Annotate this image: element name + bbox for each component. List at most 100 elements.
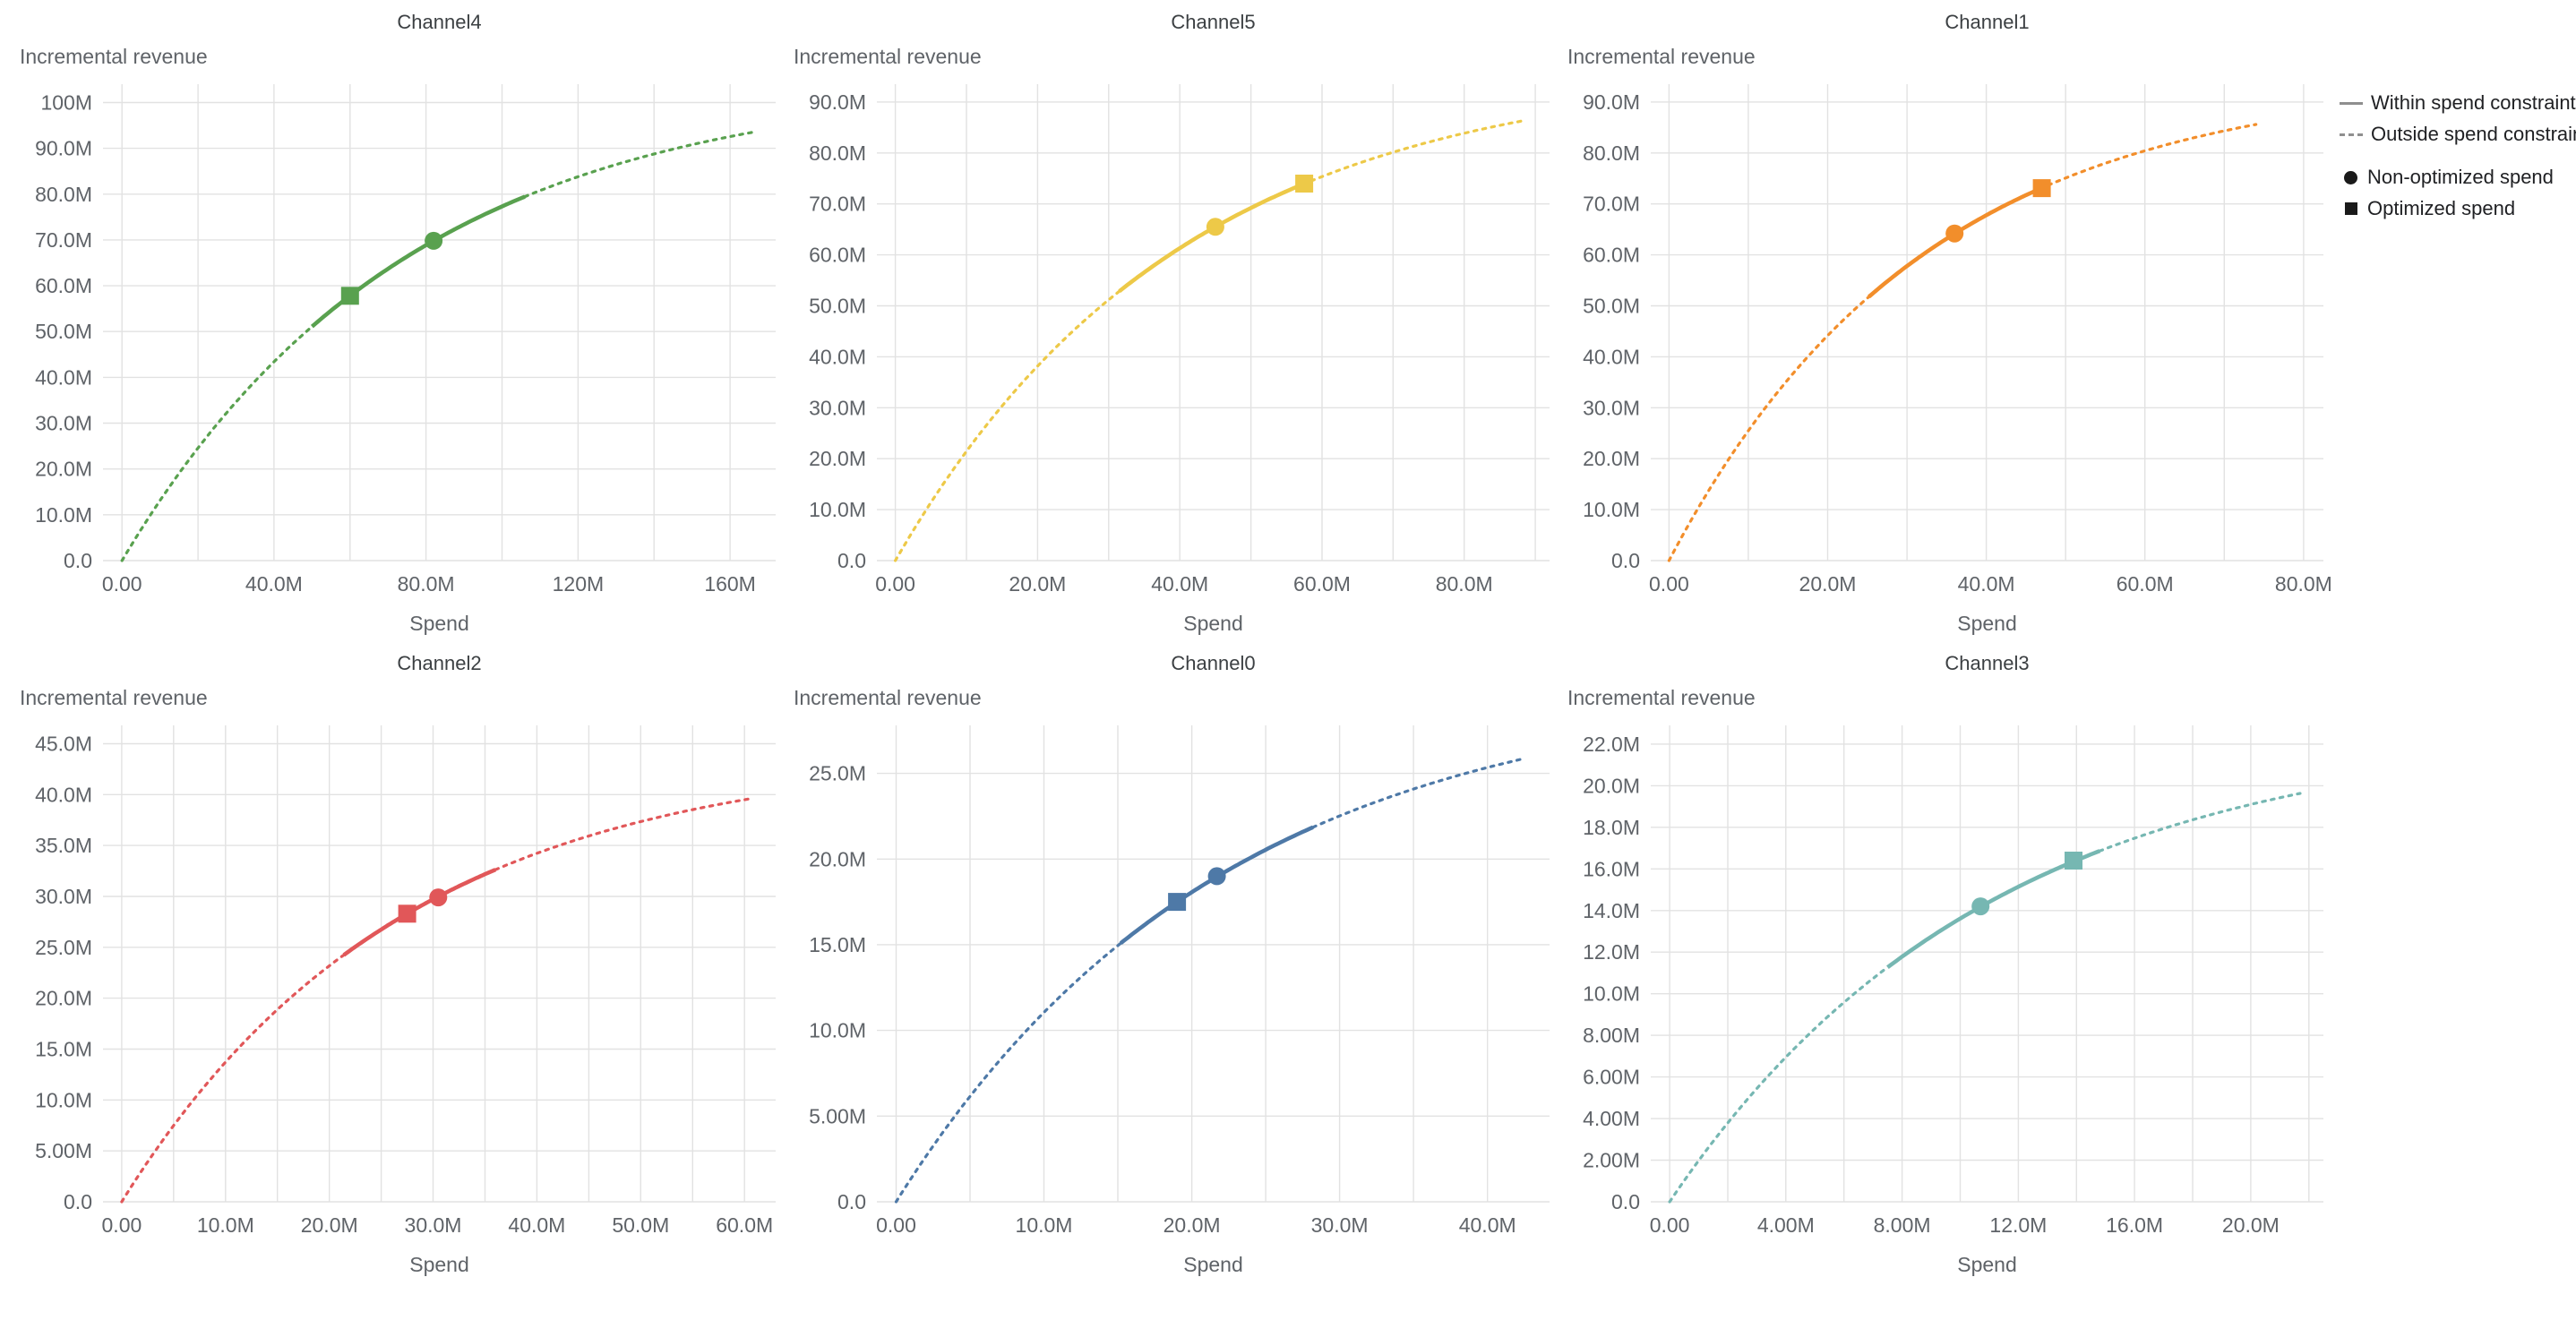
svg-text:30.0M: 30.0M (1311, 1213, 1369, 1237)
svg-text:50.0M: 50.0M (612, 1213, 669, 1237)
y-axis-title: Incremental revenue (1567, 686, 1756, 709)
svg-text:0.00: 0.00 (876, 1213, 916, 1237)
legend-spacer (2340, 650, 2555, 733)
svg-text:35.0M: 35.0M (35, 834, 92, 857)
tick-labels: 0.0 5.00M 10.0M 15.0M 20.0M 25.0M 0.00 10.0M 20.… (809, 762, 1516, 1237)
curve-outside-constraint-low (120, 325, 313, 562)
svg-text:40.0M: 40.0M (809, 345, 866, 368)
gridlines (1651, 84, 2323, 561)
optimized-spend-marker (2065, 852, 2082, 870)
non-optimized-spend-marker (1207, 867, 1226, 886)
charts-row-1: Channel4 Incremental revenue 0.0 10.0M 20.… (18, 9, 2576, 636)
svg-text:15.0M: 15.0M (809, 933, 866, 956)
non-optimized-spend-marker (1945, 224, 1964, 243)
x-axis-title: Spend (1183, 612, 1243, 635)
curve-outside-constraint-high (1311, 757, 1526, 829)
optimized-spend-marker (340, 287, 359, 305)
svg-text:8.00M: 8.00M (1874, 1213, 1931, 1237)
svg-text:0.0: 0.0 (64, 549, 92, 572)
svg-text:2.00M: 2.00M (1583, 1149, 1640, 1172)
legend-label: Outside spend constraint (2371, 123, 2576, 145)
svg-text:10.0M: 10.0M (1583, 982, 1640, 1006)
svg-text:90.0M: 90.0M (35, 137, 92, 160)
svg-text:80.0M: 80.0M (2275, 572, 2332, 596)
gridlines (1651, 725, 2323, 1203)
curve-within-constraint (1868, 186, 2041, 299)
square-marker-icon (2345, 202, 2357, 215)
gridlines (103, 725, 776, 1203)
svg-text:10.0M: 10.0M (809, 498, 866, 521)
svg-text:0.00: 0.00 (1650, 1213, 1690, 1237)
svg-text:10.0M: 10.0M (35, 1088, 92, 1111)
svg-text:50.0M: 50.0M (1583, 295, 1640, 318)
svg-text:20.0M: 20.0M (2222, 1213, 2280, 1237)
svg-text:10.0M: 10.0M (1016, 1213, 1073, 1237)
x-axis-title: Spend (1183, 1253, 1243, 1276)
svg-text:50.0M: 50.0M (35, 320, 92, 343)
tick-labels: 0.0 2.00M 4.00M 6.00M 8.00M 10.0M 12.0M 14.0M 16… (1583, 733, 2280, 1237)
svg-text:0.0: 0.0 (64, 1190, 92, 1213)
svg-text:70.0M: 70.0M (809, 193, 866, 216)
svg-text:50.0M: 50.0M (809, 295, 866, 318)
svg-text:0.0: 0.0 (1611, 549, 1640, 572)
svg-text:25.0M: 25.0M (35, 936, 92, 959)
curve-outside-constraint-low (894, 289, 1121, 562)
svg-text:8.00M: 8.00M (1583, 1024, 1640, 1047)
svg-text:160M: 160M (704, 572, 756, 596)
svg-text:12.0M: 12.0M (1583, 940, 1640, 964)
svg-text:60.0M: 60.0M (2117, 572, 2174, 596)
y-axis-title: Incremental revenue (794, 45, 982, 68)
charts-row-2: Channel2 Incremental revenue 0.0 5.00M 10.… (18, 650, 2558, 1277)
svg-text:90.0M: 90.0M (1583, 90, 1640, 114)
non-optimized-spend-marker (429, 888, 448, 907)
response-curve-plot: 0.0 2.00M 4.00M 6.00M 8.00M 10.0M 12.0M 14.0M 16… (1583, 725, 2323, 1237)
svg-text:60.0M: 60.0M (809, 244, 866, 267)
response-curve-plot: 0.0 10.0M 20.0M 30.0M 40.0M 50.0M 60.0M 70.0M 80… (809, 84, 1550, 596)
tick-labels: 0.0 10.0M 20.0M 30.0M 40.0M 50.0M 60.0M 70.0M 80… (35, 91, 756, 596)
svg-text:20.0M: 20.0M (35, 987, 92, 1010)
curve-outside-constraint-high (523, 131, 755, 199)
svg-text:80.0M: 80.0M (398, 572, 455, 596)
svg-text:14.0M: 14.0M (1583, 899, 1640, 922)
tick-labels: 0.0 10.0M 20.0M 30.0M 40.0M 50.0M 60.0M 70.0M 80… (809, 90, 1493, 596)
chart-channel3: Channel3 Incremental revenue 0.0 2.00M 4.0… (1566, 650, 2336, 1277)
svg-text:5.00M: 5.00M (809, 1104, 866, 1127)
curve-within-constraint (1118, 178, 1312, 293)
svg-text:0.00: 0.00 (102, 1213, 142, 1237)
gridlines (877, 725, 1550, 1203)
solid-line-icon (2340, 101, 2363, 105)
legend-item-optimized: Optimized spend (2340, 197, 2555, 220)
optimized-spend-marker (2032, 179, 2051, 198)
tick-labels: 0.0 5.00M 10.0M 15.0M 20.0M 25.0M 30.0M 35.0M 40… (35, 733, 773, 1238)
svg-text:100M: 100M (40, 91, 92, 115)
svg-text:40.0M: 40.0M (1459, 1213, 1516, 1237)
y-axis-title: Incremental revenue (20, 686, 208, 709)
x-axis-title: Spend (409, 612, 469, 635)
svg-text:60.0M: 60.0M (35, 274, 92, 297)
svg-text:40.0M: 40.0M (1583, 345, 1640, 368)
curve-outside-constraint-high (2098, 792, 2302, 853)
y-axis-title: Incremental revenue (794, 686, 982, 709)
legend-item-non-optimized: Non-optimized spend (2340, 166, 2555, 189)
svg-text:20.0M: 20.0M (1583, 447, 1640, 470)
svg-text:30.0M: 30.0M (405, 1213, 462, 1237)
svg-text:40.0M: 40.0M (508, 1213, 565, 1237)
chart-channel4: Channel4 Incremental revenue 0.0 10.0M 20.… (18, 9, 788, 636)
svg-text:20.0M: 20.0M (809, 447, 866, 470)
svg-text:40.0M: 40.0M (1958, 572, 2015, 596)
non-optimized-spend-marker (1206, 218, 1224, 236)
svg-text:80.0M: 80.0M (1583, 141, 1640, 165)
svg-text:120M: 120M (553, 572, 605, 596)
chart-channel0: Channel0 Incremental revenue 0.0 5.00M 10.… (792, 650, 1562, 1277)
x-axis-title: Spend (409, 1253, 469, 1276)
curve-within-constraint (310, 194, 526, 329)
legend-label: Non-optimized spend (2367, 166, 2554, 188)
legend-label: Within spend constraint (2371, 91, 2576, 114)
svg-text:40.0M: 40.0M (245, 572, 303, 596)
curve-within-constraint (1119, 825, 1314, 945)
svg-text:4.00M: 4.00M (1583, 1107, 1640, 1130)
svg-text:25.0M: 25.0M (809, 762, 866, 785)
response-curve-plot: 0.0 10.0M 20.0M 30.0M 40.0M 50.0M 60.0M 70.0M 80… (1583, 84, 2332, 596)
curve-outside-constraint-low (894, 941, 1122, 1204)
svg-text:30.0M: 30.0M (809, 396, 866, 419)
